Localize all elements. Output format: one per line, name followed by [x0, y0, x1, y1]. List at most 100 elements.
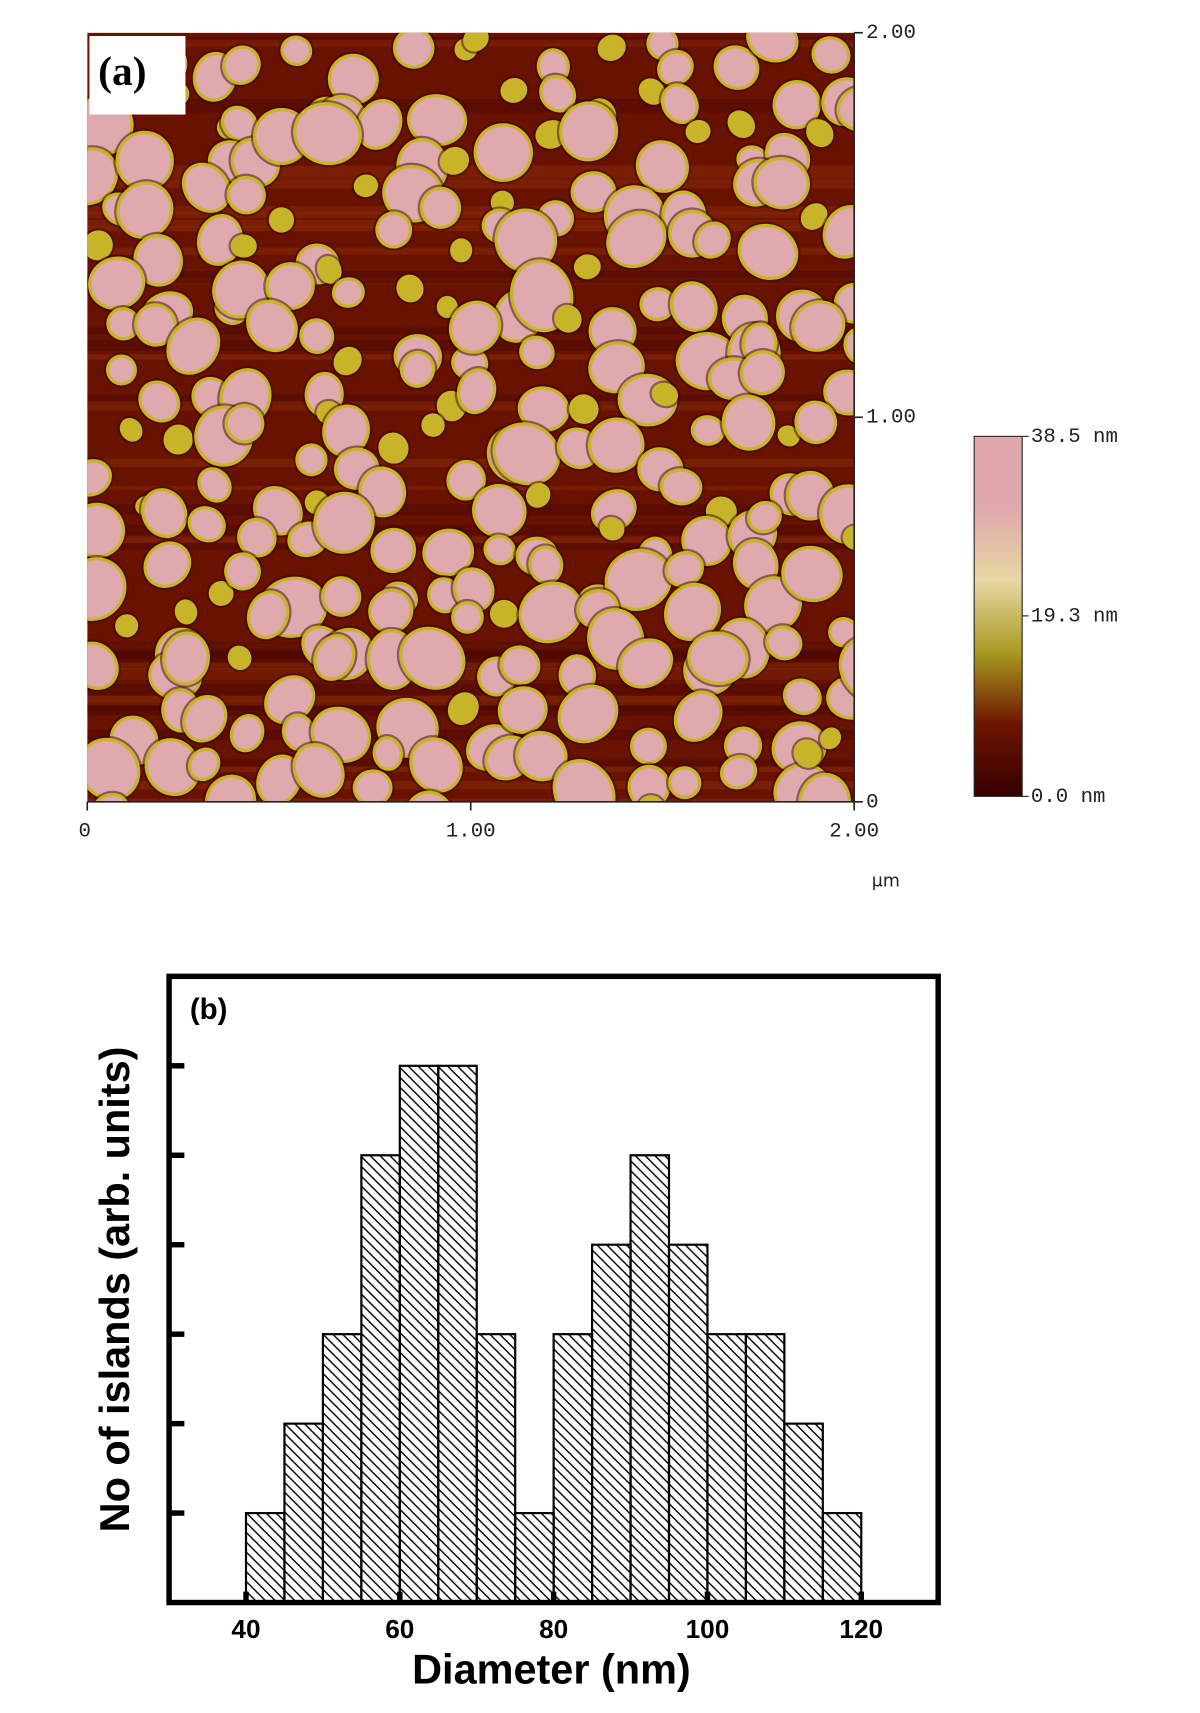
island [215, 263, 266, 316]
afm-streak [87, 226, 855, 232]
island-halo [206, 802, 264, 859]
island [746, 824, 784, 862]
island-edge [870, 751, 907, 787]
island-edge [800, 203, 828, 230]
island [555, 762, 613, 802]
island [697, 224, 728, 256]
y-tick-label: 2.00 [866, 22, 916, 45]
island-edge [860, 549, 902, 587]
bar [552, 1333, 594, 1604]
island [109, 357, 134, 383]
island [325, 407, 367, 454]
bar [706, 1333, 747, 1604]
island-edge [741, 819, 788, 866]
island [87, 560, 124, 618]
colorbar-label: 19.3 nm [1031, 605, 1118, 628]
island [868, 207, 917, 256]
island-edge [227, 645, 252, 671]
island [607, 552, 669, 608]
island [87, 506, 122, 555]
island [225, 48, 258, 82]
island [822, 487, 855, 542]
island [200, 470, 229, 500]
island-edge [360, 815, 412, 865]
island [531, 548, 561, 581]
island-edge [447, 692, 479, 725]
island [495, 425, 557, 483]
y-axis-title: No of islands (arb. units) [91, 1047, 138, 1533]
island [316, 495, 372, 551]
island-edge [864, 621, 930, 685]
x-tick-label: 80 [539, 1614, 568, 1644]
island-edge [865, 709, 919, 760]
island [716, 48, 756, 87]
island [829, 678, 855, 717]
island [165, 634, 207, 683]
island [335, 280, 362, 305]
bar [821, 1511, 863, 1604]
island-edge [693, 819, 740, 868]
island [268, 265, 312, 307]
island-edge [864, 203, 922, 260]
island [663, 471, 700, 503]
island [747, 579, 799, 630]
island [522, 338, 552, 366]
afm-streak [87, 219, 855, 229]
island [214, 810, 256, 852]
island [725, 397, 773, 448]
colorbar-label: 38.5 nm [1031, 426, 1118, 449]
island [249, 302, 295, 349]
island-edge [876, 471, 922, 519]
island [542, 78, 573, 110]
bar [398, 1064, 440, 1604]
island [786, 681, 819, 712]
island [690, 634, 746, 682]
island [144, 491, 185, 535]
island-edge [87, 230, 113, 261]
island-edge [842, 525, 855, 550]
island [410, 97, 464, 143]
island [233, 717, 262, 749]
island [639, 143, 686, 190]
island [852, 203, 888, 236]
island [240, 521, 274, 555]
island [285, 716, 313, 749]
island [259, 757, 299, 802]
island [302, 321, 331, 351]
island [794, 303, 843, 349]
afm-image [87, 32, 933, 869]
colorbar [973, 435, 1023, 797]
island-edge [489, 599, 519, 628]
island [667, 586, 718, 638]
island-edge [847, 276, 928, 356]
canvas: (a) 0 1.00 2.00 0 1.00 2.00 μm 0.0 nm 19.3 nm 38.5… [79, 22, 1118, 1692]
island [573, 174, 613, 210]
island [801, 776, 848, 802]
island [191, 750, 218, 778]
island [642, 290, 673, 318]
bar [783, 1422, 824, 1604]
island [119, 184, 171, 236]
island-edge [498, 802, 529, 830]
island-edge [353, 174, 379, 198]
island-edge [269, 818, 307, 856]
island-edge [525, 482, 551, 508]
island-halo [738, 816, 791, 869]
island [378, 214, 409, 246]
island [826, 372, 855, 413]
island-halo [495, 800, 531, 833]
x-tick-label: 1.00 [446, 821, 496, 844]
bar [514, 1511, 555, 1604]
island [283, 38, 309, 63]
island [227, 407, 262, 441]
island-halo [865, 352, 917, 403]
island [136, 237, 180, 284]
island [500, 689, 545, 731]
island [361, 469, 403, 515]
afm-streak [87, 781, 855, 790]
island-halo [869, 104, 923, 163]
island [412, 740, 460, 790]
island-halo [861, 618, 933, 688]
island [141, 383, 177, 420]
island-edge [230, 234, 257, 258]
